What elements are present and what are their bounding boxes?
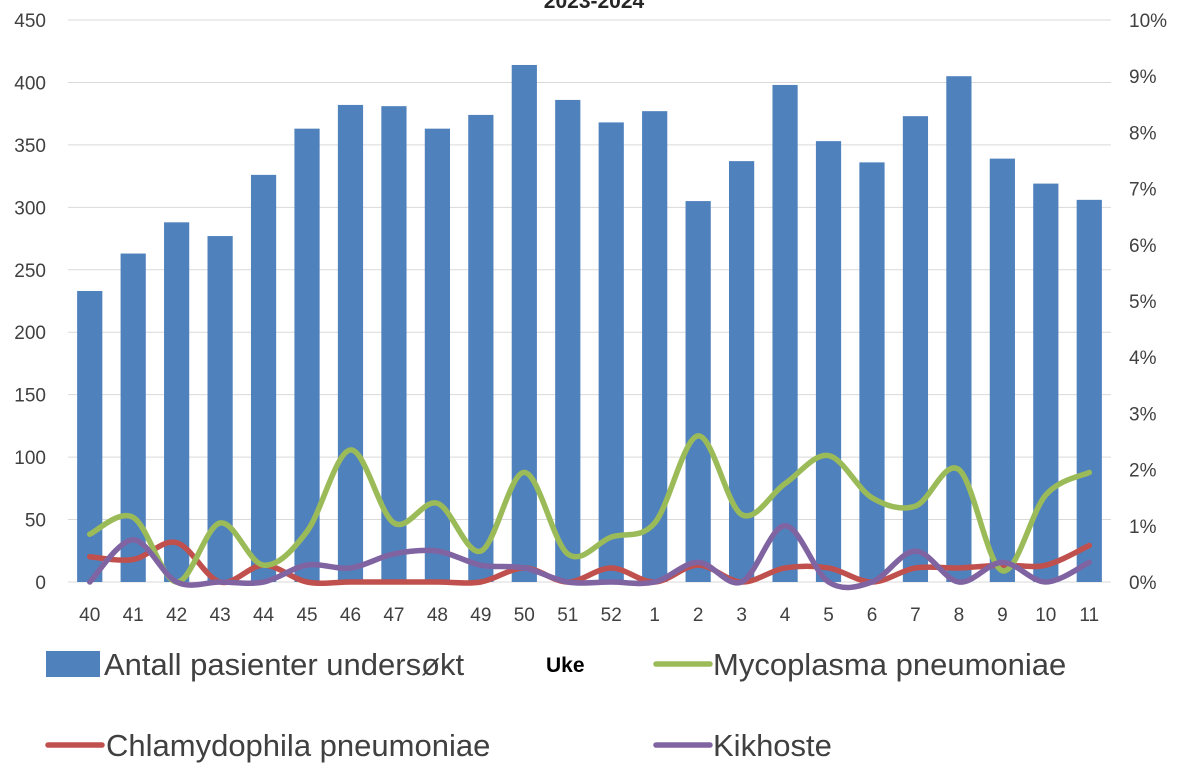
- bar-series: [77, 64, 1102, 583]
- x-tick-label: 5: [823, 605, 834, 626]
- bar: [250, 174, 277, 582]
- x-tick-label: 46: [340, 605, 361, 626]
- bar: [859, 162, 885, 582]
- x-axis-title: Uke: [546, 654, 585, 677]
- bar: [164, 222, 190, 582]
- x-tick-label: 3: [736, 605, 747, 626]
- bar: [598, 122, 624, 583]
- y-tick-label: 50: [25, 511, 46, 532]
- chart-title: 2023-2024: [544, 0, 645, 13]
- y2-tick-label: 3%: [1129, 404, 1157, 425]
- y-tick-label: 400: [14, 73, 46, 94]
- bar: [337, 104, 364, 583]
- bar: [815, 141, 842, 583]
- legend-label: Chlamydophila pneumoniae: [106, 728, 490, 763]
- bar: [381, 106, 407, 582]
- x-tick-label: 40: [79, 605, 100, 626]
- x-tick-label: 8: [954, 605, 965, 626]
- bar: [946, 76, 972, 582]
- bar: [685, 201, 711, 583]
- x-tick-label: 41: [123, 605, 144, 626]
- y2-tick-label: 7%: [1129, 180, 1157, 201]
- x-tick-label: 1: [649, 605, 660, 626]
- x-tick-label: 10: [1035, 605, 1056, 626]
- x-tick-label: 52: [601, 605, 622, 626]
- y2-tick-label: 9%: [1129, 67, 1157, 88]
- bar: [1033, 183, 1059, 583]
- y-tick-label: 350: [14, 136, 46, 157]
- line-series: [86, 433, 1093, 591]
- y2-tick-label: 4%: [1129, 348, 1157, 369]
- y2-tick-label: 8%: [1129, 123, 1157, 144]
- x-tick-label: 45: [296, 605, 317, 626]
- x-tick-label: 11: [1079, 605, 1099, 626]
- x-tick-label: 4: [780, 605, 791, 626]
- bar: [511, 64, 537, 582]
- y-tick-label: 300: [14, 198, 46, 219]
- bar: [1076, 199, 1102, 582]
- y-tick-label: 150: [14, 386, 46, 407]
- x-tick-label: 44: [253, 605, 275, 626]
- x-tick-label: 51: [557, 605, 578, 626]
- y2-tick-label: 6%: [1129, 236, 1157, 257]
- x-tick-label: 49: [470, 605, 491, 626]
- series-line: [86, 433, 1093, 585]
- x-axis: 40 41 42 43 44 45 46 47 48 49 50 51 52 1 2 3 4 5 6 7 8 9 10 11: [79, 605, 1099, 626]
- x-tick-label: 7: [910, 605, 921, 626]
- y-tick-label: 100: [14, 448, 46, 469]
- bar: [294, 128, 320, 583]
- bar: [729, 161, 755, 582]
- gridlines: [68, 19, 1111, 583]
- legend: Antall pasienter undersøkt Uke Mycoplasma …: [45, 647, 1066, 763]
- legend-label: Kikhoste: [713, 728, 832, 763]
- bar: [555, 99, 581, 582]
- x-tick-label: 43: [210, 605, 231, 626]
- y-tick-label: 450: [14, 11, 46, 32]
- y2-tick-label: 5%: [1129, 292, 1157, 313]
- y2-tick-label: 1%: [1129, 517, 1157, 538]
- bar: [989, 158, 1015, 583]
- y-tick-label: 0: [35, 573, 46, 594]
- y-tick-label: 250: [14, 261, 46, 282]
- x-tick-label: 50: [514, 605, 535, 626]
- legend-label: Antall pasienter undersøkt: [104, 647, 465, 682]
- x-tick-label: 47: [383, 605, 404, 626]
- bar: [468, 114, 494, 582]
- y2-tick-label: 2%: [1129, 461, 1157, 482]
- bar: [772, 84, 798, 582]
- y-axis-right: 0% 1% 2% 3% 4% 5% 6% 7% 8% 9% 10%: [1129, 11, 1167, 594]
- y-tick-label: 200: [14, 323, 46, 344]
- series-line: [86, 523, 1093, 591]
- bar: [902, 116, 929, 583]
- x-tick-label: 6: [867, 605, 878, 626]
- x-tick-label: 2: [693, 605, 704, 626]
- legend-label: Mycoplasma pneumoniae: [713, 647, 1066, 682]
- legend-swatch: [46, 651, 100, 677]
- y2-tick-label: 0%: [1129, 573, 1157, 594]
- x-tick-label: 48: [427, 605, 448, 626]
- y2-tick-label: 10%: [1129, 11, 1167, 32]
- series-line: [86, 539, 1093, 586]
- x-tick-label: 42: [166, 605, 187, 626]
- bar: [77, 291, 103, 582]
- y-axis-left: 0 50 100 150 200 250 300 350 400 450: [14, 11, 46, 594]
- x-tick-label: 9: [997, 605, 1008, 626]
- bar: [120, 253, 146, 582]
